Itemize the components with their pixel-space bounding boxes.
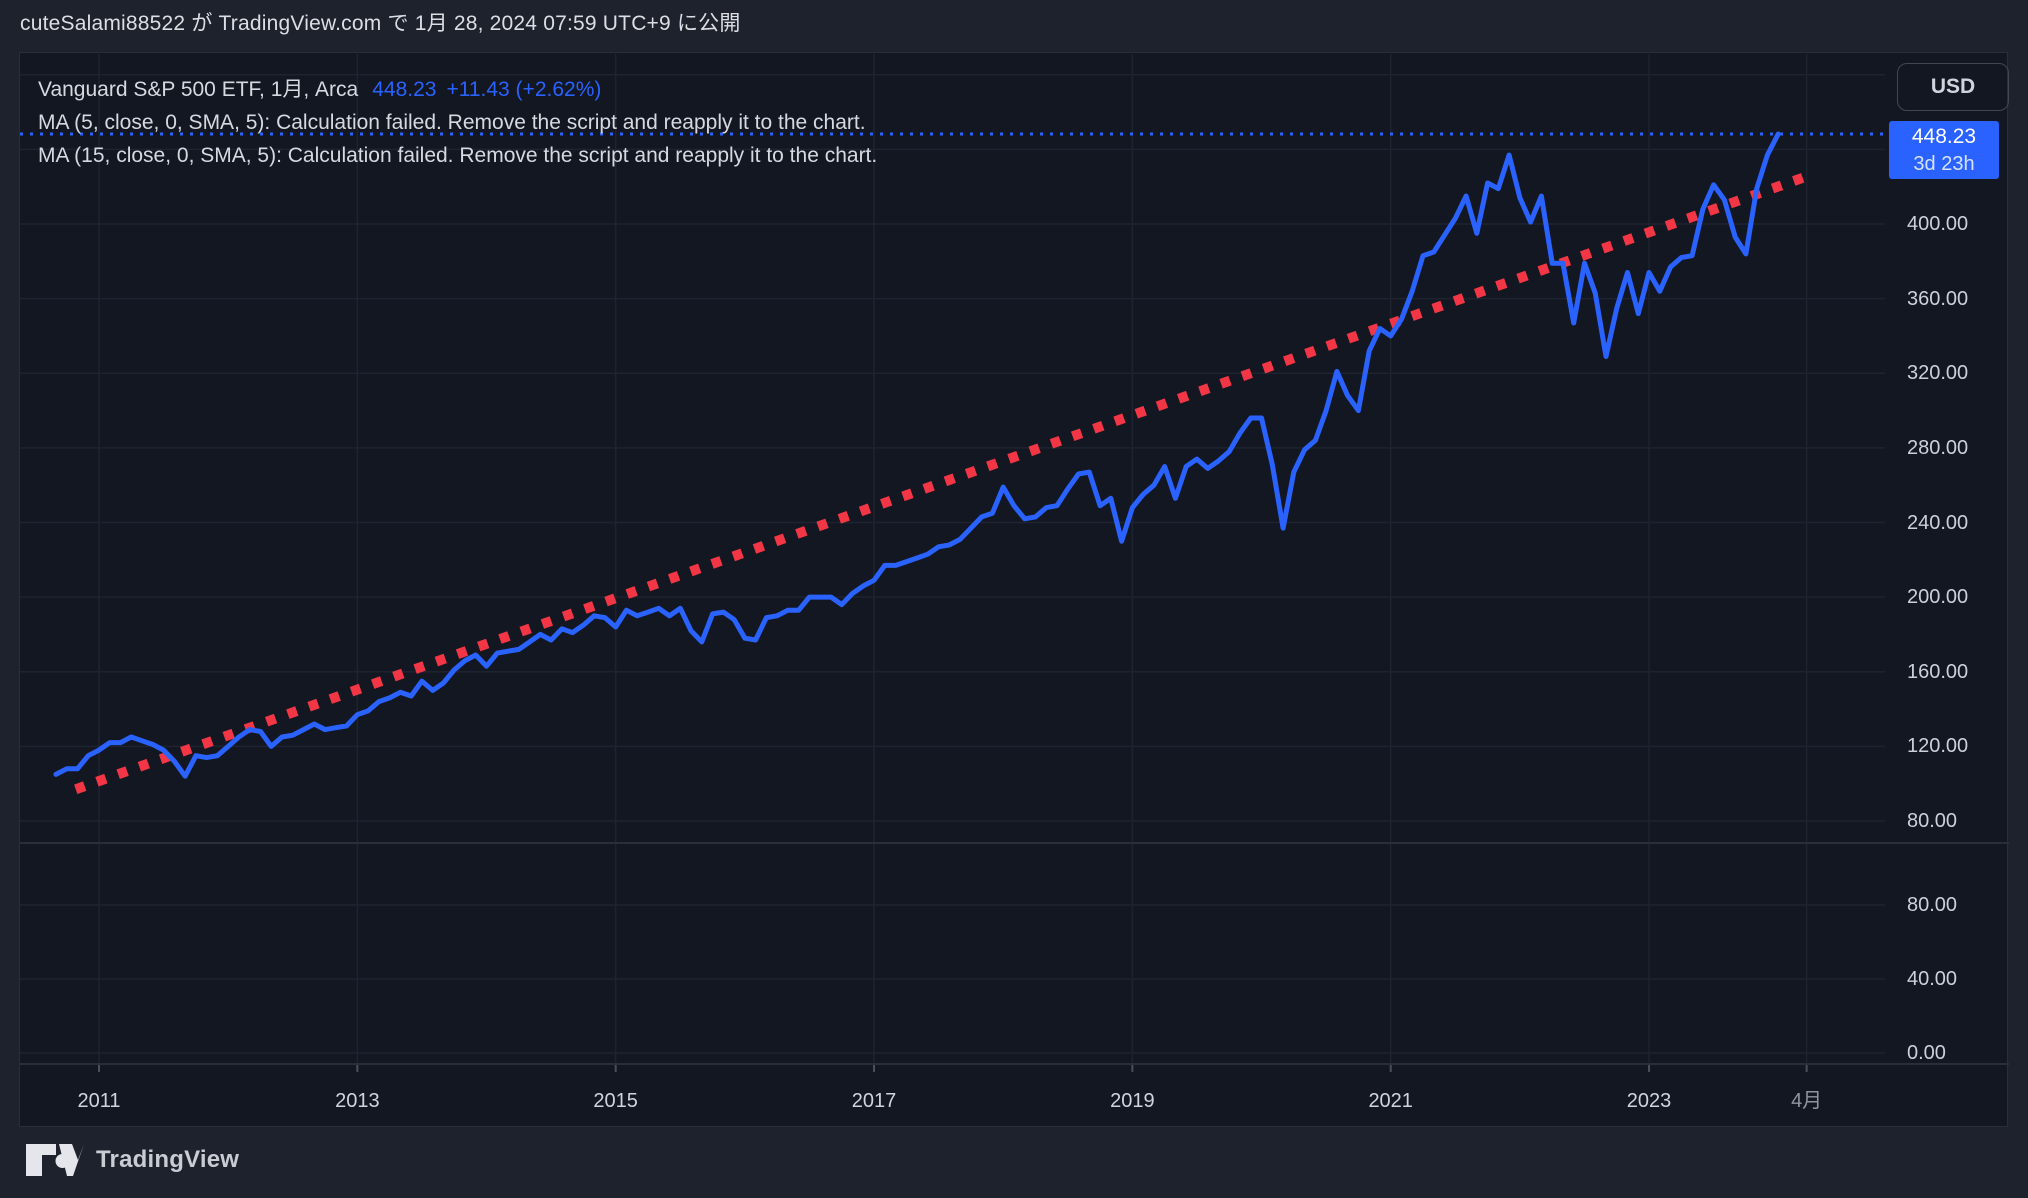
symbol-change: +11.43 (+2.62%) [446,78,602,101]
tradingview-logo-icon [26,1144,84,1176]
trend-line [74,172,1806,794]
symbol-title: Vanguard S&P 500 ETF, 1月, Arca [38,78,359,101]
bar-countdown: 3d 23h [1913,153,1975,175]
chart-plot-area[interactable] [20,53,2009,1128]
last-price-value: 448.23 [1911,125,1977,148]
gridlines [20,54,1885,1072]
price-scale[interactable] [1885,53,2009,1064]
publish-info: cuteSalami88522 が TradingView.com で 1月 2… [20,12,741,35]
price-line-series [53,131,1781,779]
chart-legend: Vanguard S&P 500 ETF, 1月, Arca 448.23 +11.… [38,73,877,172]
pane-separators [20,842,2009,1065]
ma15-status-row: MA (15, close, 0, SMA, 5): Calculation f… [38,144,878,167]
time-scale[interactable] [20,1064,2009,1128]
symbol-last-price: 448.23 [372,78,437,101]
symbol-legend-row: Vanguard S&P 500 ETF, 1月, Arca 448.23 +11.… [38,73,877,106]
ma5-status-row: MA (5, close, 0, SMA, 5): Calculation fa… [38,111,866,134]
currency-usd-button[interactable]: USD [1897,63,2009,111]
tradingview-logo-text: TradingView [96,1146,240,1173]
tradingview-logo[interactable]: TradingView [26,1143,239,1177]
last-price-badge: 448.23 3d 23h [1889,121,1999,179]
chart-widget: Vanguard S&P 500 ETF, 1月, Arca 448.23 +11.… [19,52,2009,1128]
